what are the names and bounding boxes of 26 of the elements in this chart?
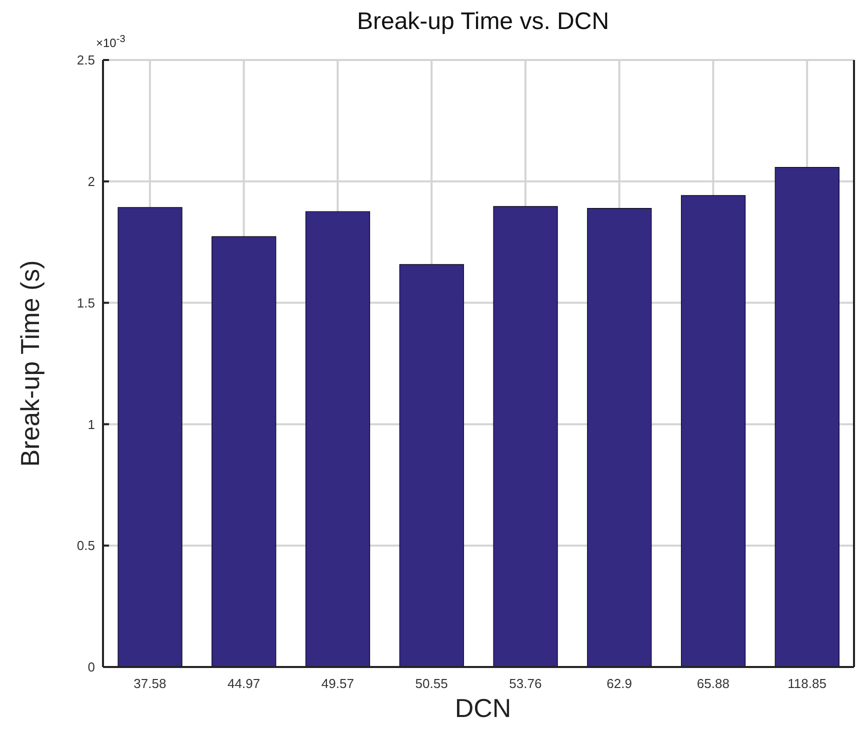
x-tick-label: 65.88 bbox=[696, 676, 730, 692]
bar bbox=[587, 208, 652, 667]
y-tick-label: 0.5 bbox=[76, 538, 95, 554]
bar bbox=[493, 206, 558, 667]
text: ×10$^{-3}$ bbox=[96, 34, 126, 50]
x-tick-label: 49.57 bbox=[321, 676, 354, 692]
bar bbox=[399, 264, 464, 667]
bar bbox=[774, 167, 840, 667]
y-tick-label: 2.5 bbox=[76, 52, 95, 68]
bar bbox=[680, 195, 746, 667]
y-tick-label: 2 bbox=[88, 174, 95, 190]
x-tick-label: 44.97 bbox=[228, 676, 260, 692]
bar bbox=[212, 236, 276, 667]
y-tick-label: 1 bbox=[88, 416, 95, 432]
bar bbox=[118, 207, 182, 667]
bar bbox=[305, 211, 370, 667]
x-tick-label: 118.85 bbox=[788, 676, 826, 692]
x-axis-title: DCN bbox=[454, 693, 512, 724]
x-tick-label: 53.76 bbox=[509, 676, 542, 692]
x-tick-label: 37.58 bbox=[134, 676, 166, 692]
x-tick-label: 62.9 bbox=[606, 676, 632, 692]
chart-title: Break-up Time vs. DCN bbox=[356, 8, 610, 35]
y-tick-label: 0 bbox=[88, 660, 95, 675]
y-axis-title: Break-up Time (s) bbox=[14, 260, 46, 466]
y-tick-label: 1.5 bbox=[76, 295, 95, 310]
x-tick-label: 50.55 bbox=[415, 676, 448, 692]
